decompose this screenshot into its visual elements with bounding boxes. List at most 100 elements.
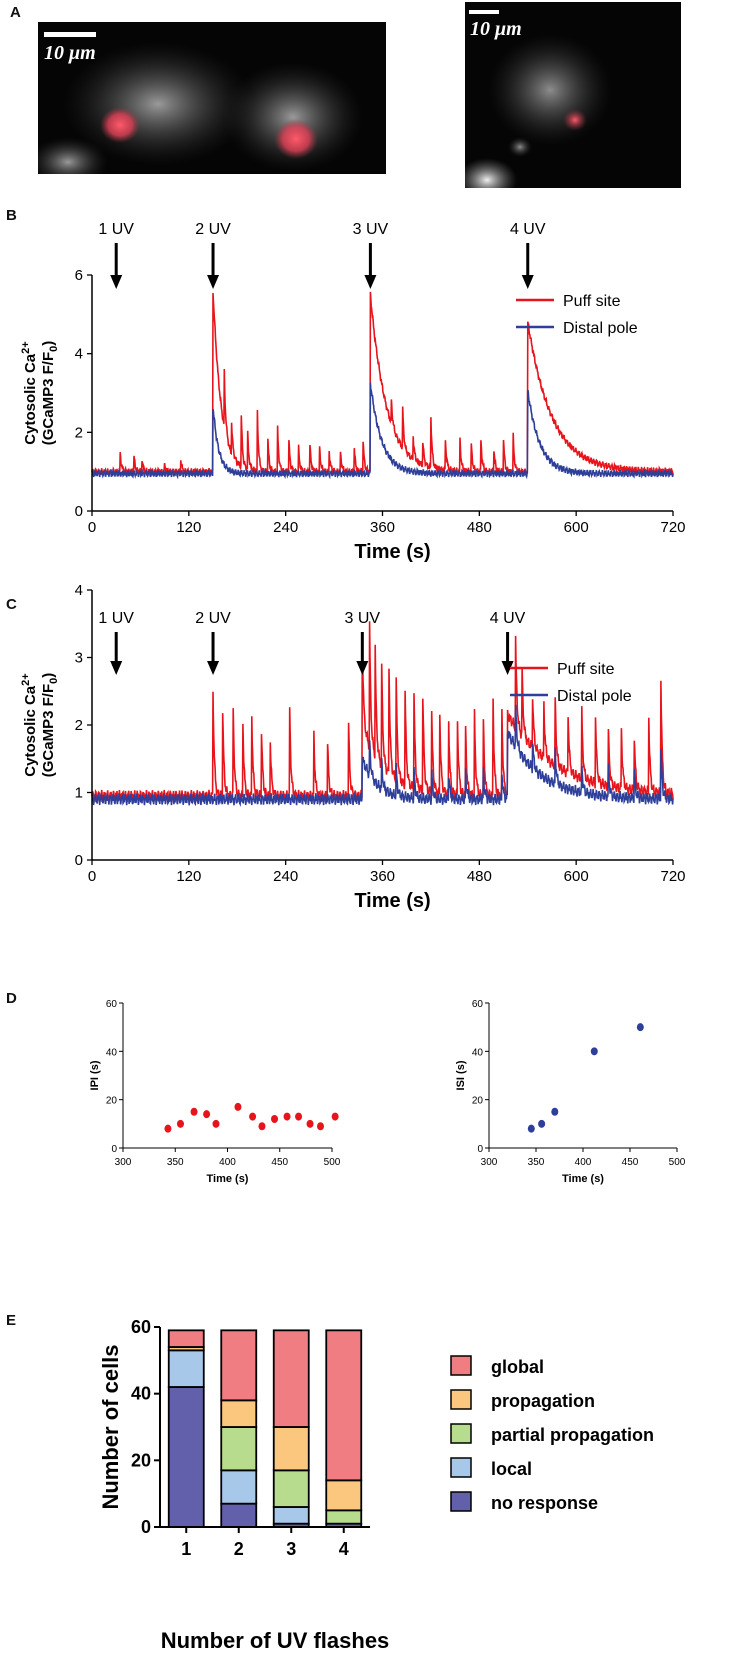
data-point — [203, 1110, 211, 1119]
x-tick-label: 120 — [176, 519, 201, 536]
y-tick-label: 20 — [131, 1450, 151, 1470]
x-tick-label: 480 — [467, 519, 492, 536]
data-point — [176, 1119, 184, 1128]
uv-flash-label: 3 UV — [353, 221, 389, 238]
y-tick-label: 20 — [106, 1096, 118, 1107]
y-axis-label-line2: (GCaMP3 F/F0) — [40, 673, 60, 777]
legend-label: propagation — [491, 1391, 595, 1411]
x-tick-label: 4 — [339, 1539, 349, 1559]
y-axis-label-line1: Cytosolic Ca2+ — [20, 673, 39, 776]
bar-segment-propagation — [272, 1426, 310, 1472]
data-point — [590, 1047, 598, 1056]
legend-label: local — [491, 1459, 532, 1479]
y-axis-label: IPI (s) — [89, 1060, 101, 1090]
bar-segment-global — [325, 1329, 363, 1482]
trace-puff-site — [91, 621, 674, 804]
uv-flash-label: 3 UV — [345, 610, 381, 627]
x-tick-label: 720 — [660, 519, 685, 536]
trace-distal-pole — [91, 382, 674, 480]
bar-segment-local — [167, 1349, 205, 1388]
y-tick-label: 0 — [75, 503, 83, 520]
x-axis-label: Time (s) — [207, 1173, 249, 1185]
panel-letter-e: E — [6, 1312, 17, 1329]
panel-letter-a: A — [10, 4, 21, 21]
y-axis-label-close: ) — [40, 673, 57, 678]
bar-segment-partial-propagation — [325, 1509, 363, 1525]
bar-segment-local — [272, 1506, 310, 1525]
x-tick-label: 400 — [575, 1157, 592, 1168]
legend-swatch — [450, 1389, 472, 1410]
y-axis-label-text: Cytosolic Ca — [22, 353, 39, 445]
trace-distal-pole — [91, 704, 674, 808]
y-tick-label: 4 — [75, 346, 83, 363]
y-axis-label-line2: (GCaMP3 F/F0) — [40, 341, 60, 445]
y-tick-label: 0 — [111, 1144, 117, 1155]
data-point — [636, 1023, 644, 1032]
x-tick-label: 360 — [370, 519, 395, 536]
y-tick-label: 2 — [75, 424, 83, 441]
uv-flash-arrow-head — [110, 661, 123, 675]
legend-label: Puff site — [563, 293, 621, 310]
x-tick-label: 0 — [88, 519, 96, 536]
y-axis-label-text: (GCaMP3 F/F — [40, 684, 57, 777]
legend-swatch — [450, 1457, 472, 1478]
y-axis-label-sub: 0 — [48, 678, 60, 684]
y-tick-label: 2 — [75, 717, 83, 734]
x-tick-label: 0 — [88, 868, 96, 885]
x-tick-label: 3 — [286, 1539, 296, 1559]
y-axis-label-line1: Cytosolic Ca2+ — [20, 341, 39, 444]
micrograph-right: 10 μm — [465, 2, 681, 188]
x-tick-label: 2 — [234, 1539, 244, 1559]
x-axis-label: Time (s) — [354, 890, 430, 912]
bar-segment-local — [220, 1469, 258, 1505]
uv-flash-arrow-head — [364, 275, 377, 289]
bar-segment-propagation — [220, 1399, 258, 1428]
y-axis-label-sup: 2+ — [20, 341, 32, 354]
data-point — [306, 1119, 314, 1128]
uv-flash-label: 4 UV — [510, 221, 546, 238]
x-tick-label: 600 — [564, 868, 589, 885]
x-tick-label: 350 — [167, 1157, 184, 1168]
data-point — [271, 1115, 279, 1123]
x-tick-label: 480 — [467, 868, 492, 885]
legend-label: partial propagation — [491, 1425, 654, 1445]
uv-flash-label: 2 UV — [195, 221, 231, 238]
micrograph-left: 10 μm — [38, 22, 386, 174]
panel-letter-d: D — [6, 990, 17, 1007]
bar-segment-global — [220, 1329, 258, 1402]
y-tick-label: 0 — [477, 1144, 483, 1155]
bar-segment-propagation — [325, 1479, 363, 1512]
y-axis-label: Cytosolic Ca2+(GCaMP3 F/F0) — [20, 673, 60, 777]
y-tick-label: 40 — [131, 1384, 151, 1404]
y-tick-label: 6 — [75, 267, 83, 284]
x-tick-label: 120 — [176, 868, 201, 885]
x-tick-label: 720 — [660, 868, 685, 885]
legend-swatch — [450, 1491, 472, 1512]
bar-segment-no-response — [167, 1386, 205, 1528]
micrograph-left-image — [38, 32, 363, 174]
legend-swatch — [450, 1355, 472, 1376]
scale-bar-label-left: 10 μm — [44, 42, 96, 64]
data-point — [295, 1112, 303, 1121]
data-point — [538, 1119, 546, 1128]
uv-flash-arrow-head — [110, 275, 123, 289]
y-axis-label-sub: 0 — [48, 346, 60, 352]
bar-segment-propagation — [167, 1346, 205, 1352]
y-tick-label: 0 — [141, 1517, 151, 1537]
x-tick-label: 300 — [481, 1157, 498, 1168]
legend-swatch — [450, 1423, 472, 1444]
scale-bar-label-right: 10 μm — [470, 18, 522, 40]
uv-flash-label: 1 UV — [98, 221, 134, 238]
bar-segment-partial-propagation — [220, 1426, 258, 1472]
y-axis-label-sup: 2+ — [20, 673, 32, 686]
x-tick-label: 400 — [219, 1157, 236, 1168]
data-point — [283, 1112, 291, 1121]
panel-letter-c: C — [6, 596, 17, 613]
bar-segment-global — [272, 1329, 310, 1428]
y-tick-label: 60 — [472, 999, 484, 1010]
trace-puff-site — [91, 291, 674, 478]
uv-flash-arrow-head — [356, 661, 369, 675]
